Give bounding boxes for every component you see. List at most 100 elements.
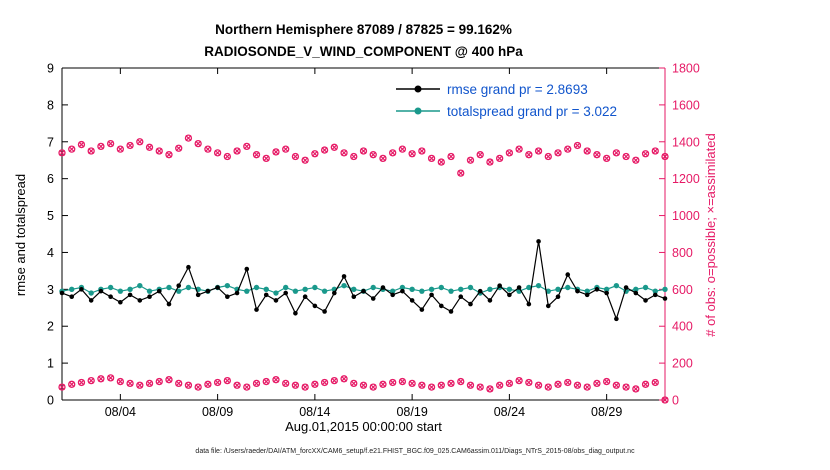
- rmse-marker: [439, 303, 444, 309]
- totalspread-marker: [273, 290, 279, 296]
- obs-assimilated-marker: [204, 381, 211, 388]
- obs-possible-marker: [116, 145, 125, 153]
- obs-possible-marker: [204, 380, 212, 388]
- obs-assimilated-marker: [545, 153, 552, 160]
- left-tick-label: 5: [47, 209, 54, 223]
- obs-possible-marker: [408, 379, 416, 388]
- obs-possible-marker: [661, 152, 669, 161]
- obs-possible-marker: [320, 146, 329, 154]
- rmse-marker: [293, 311, 298, 316]
- obs-possible-marker: [194, 139, 202, 148]
- obs-assimilated-marker: [136, 138, 143, 145]
- right-tick-label: 1200: [672, 172, 700, 186]
- obs-possible-marker: [437, 158, 445, 166]
- obs-possible-marker: [340, 375, 348, 383]
- totalspread-marker: [389, 288, 396, 294]
- obs-possible-marker: [369, 151, 377, 159]
- rmse-marker: [643, 298, 648, 303]
- obs-assimilated-marker: [418, 147, 425, 155]
- totalspread-marker: [438, 284, 445, 291]
- obs-assimilated-marker: [496, 382, 503, 389]
- totalspread-marker: [263, 286, 269, 293]
- obs-assimilated-marker: [88, 377, 95, 384]
- obs-assimilated-marker: [302, 384, 309, 391]
- obs-assimilated-marker: [623, 384, 630, 391]
- obs-possible-marker: [612, 149, 621, 157]
- left-axis-label: rmse and totalspread: [13, 173, 28, 297]
- obs-possible-marker: [398, 377, 407, 386]
- obs-possible-marker: [476, 151, 484, 159]
- rmse-marker: [516, 285, 522, 290]
- x-tick-label: 08/19: [396, 405, 427, 419]
- obs-assimilated-marker: [195, 384, 202, 391]
- obs-possible-marker: [437, 381, 445, 389]
- obs-assimilated-marker: [525, 151, 532, 158]
- rmse-marker: [215, 285, 220, 290]
- obs-assimilated-marker: [185, 382, 192, 389]
- obs-possible-marker: [87, 147, 95, 155]
- rmse-marker: [497, 283, 502, 288]
- obs-assimilated-marker: [554, 381, 562, 388]
- right-tick-label: 1000: [672, 209, 700, 223]
- obs-assimilated-marker: [214, 149, 221, 156]
- legend-item-rmse: rmse grand pr = 2.8693: [396, 78, 617, 100]
- obs-possible-marker: [612, 381, 621, 389]
- obs-possible-marker: [466, 156, 475, 164]
- obs-possible-marker: [233, 381, 241, 389]
- obs-assimilated-marker: [360, 147, 367, 155]
- obs-possible-marker: [369, 383, 377, 391]
- obs-possible-marker: [564, 378, 572, 387]
- obs-possible-marker: [554, 380, 562, 388]
- chart-title-line1: Northern Hemisphere 87089 / 87825 = 99.1…: [215, 22, 512, 37]
- rmse-marker: [623, 285, 629, 290]
- obs-assimilated-marker: [243, 143, 250, 150]
- obs-assimilated-marker: [457, 170, 464, 177]
- obs-possible-marker: [68, 145, 76, 153]
- rmse-marker: [380, 285, 386, 290]
- obs-possible-marker: [175, 379, 183, 388]
- rmse-marker: [633, 290, 639, 296]
- obs-possible-marker: [447, 379, 455, 388]
- rmse-marker: [507, 292, 512, 298]
- obs-possible-marker: [165, 376, 173, 384]
- obs-assimilated-marker: [574, 142, 581, 149]
- totalspread-marker: [506, 286, 513, 293]
- totalspread-marker: [292, 288, 299, 294]
- obs-assimilated-marker: [195, 140, 202, 147]
- obs-assimilated-marker: [321, 379, 328, 386]
- obs-possible-marker: [389, 149, 397, 157]
- obs-assimilated-marker: [652, 379, 659, 386]
- obs-assimilated-marker: [88, 147, 95, 155]
- obs-assimilated-marker: [331, 377, 338, 384]
- obs-possible-marker: [262, 154, 270, 163]
- obs-possible-marker: [243, 383, 251, 391]
- obs-possible-marker: [223, 376, 231, 385]
- rmse-marker: [594, 287, 600, 292]
- obs-possible-marker: [77, 378, 86, 387]
- obs-possible-marker: [330, 143, 338, 151]
- rmse-marker: [98, 288, 104, 294]
- rmse-marker: [283, 290, 288, 296]
- left-tick-label: 4: [47, 246, 54, 260]
- obs-possible-marker: [311, 380, 319, 388]
- obs-assimilated-marker: [204, 146, 211, 153]
- obs-possible-marker: [476, 383, 484, 391]
- obs-assimilated-marker: [185, 135, 192, 142]
- obs-possible-marker: [87, 376, 95, 385]
- obs-possible-marker: [593, 379, 601, 388]
- obs-possible-marker: [505, 149, 514, 157]
- obs-assimilated-marker: [516, 377, 523, 384]
- obs-possible-marker: [213, 149, 222, 157]
- obs-assimilated-marker: [642, 150, 649, 157]
- totalspread-marker: [613, 282, 620, 289]
- right-tick-label: 0: [672, 394, 679, 408]
- left-tick-label: 3: [47, 283, 54, 297]
- obs-possible-marker: [97, 375, 105, 383]
- obs-assimilated-marker: [58, 384, 66, 391]
- rmse-marker: [614, 316, 619, 322]
- totalspread-marker: [662, 286, 668, 293]
- obs-possible-marker: [291, 152, 300, 161]
- obs-assimilated-marker: [477, 151, 484, 158]
- rmse-marker: [273, 298, 279, 303]
- obs-possible-marker: [486, 385, 494, 393]
